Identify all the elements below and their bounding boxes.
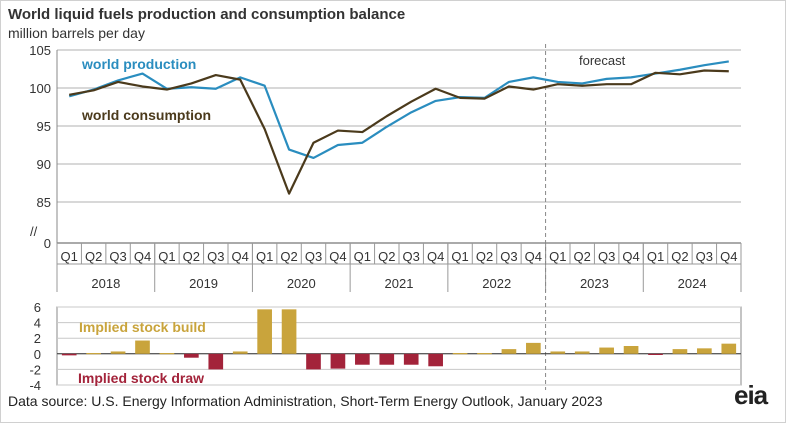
quarter-tick-label: Q1: [549, 249, 566, 264]
quarter-tick-label: Q1: [451, 249, 468, 264]
draw-bar: [648, 353, 663, 355]
draw-bar: [184, 353, 199, 358]
draw-bar: [208, 353, 224, 370]
quarter-tick-label: Q2: [574, 249, 591, 264]
quarter-tick-label: Q2: [378, 249, 395, 264]
quarter-tick-label: Q3: [598, 249, 615, 264]
y-tick-label: 105: [29, 43, 51, 58]
build-bar: [501, 349, 517, 354]
chart-title: World liquid fuels production and consum…: [8, 6, 406, 23]
draw-bar: [403, 353, 419, 365]
draw-bar: [330, 353, 346, 369]
year-label: 2024: [678, 276, 707, 291]
production-line: [68, 60, 729, 160]
consumption-line: [69, 69, 729, 195]
forecast-label: forecast: [579, 53, 626, 68]
bar-y-tick-label: -2: [29, 362, 41, 377]
balance-bars: [61, 309, 737, 370]
data-source: Data source: U.S. Energy Information Adm…: [8, 393, 603, 409]
build-bar: [281, 309, 297, 354]
series-lines: [68, 60, 729, 195]
draw-bar: [428, 353, 443, 367]
quarter-tick-label: Q3: [207, 249, 224, 264]
quarter-tick-label: Q1: [647, 249, 664, 264]
quarter-tick-label: Q2: [671, 249, 688, 264]
quarter-tick-label: Q2: [85, 249, 102, 264]
bar-y-tick-label: -4: [29, 378, 41, 393]
year-label: 2020: [287, 276, 316, 291]
build-bar: [232, 351, 248, 354]
y-tick-label: 100: [29, 81, 51, 96]
quarter-tick-label: Q4: [134, 249, 151, 264]
quarter-tick-label: Q1: [256, 249, 273, 264]
draw-bar: [306, 353, 321, 370]
chart-subtitle: million barrels per day: [8, 25, 145, 41]
build-label: Implied stock build: [79, 319, 206, 335]
year-label: 2023: [580, 276, 609, 291]
y-tick-label: 90: [37, 157, 51, 172]
build-bar: [135, 340, 150, 354]
build-bar: [159, 353, 175, 355]
build-bar: [697, 348, 712, 354]
quarter-tick-label: Q2: [280, 249, 297, 264]
quarter-tick-label: Q1: [354, 249, 371, 264]
quarter-tick-label: Q3: [696, 249, 713, 264]
quarter-tick-label: Q4: [720, 249, 737, 264]
draw-bar: [355, 353, 370, 365]
draw-bar: [379, 353, 395, 365]
production-label: world production: [81, 56, 196, 72]
quarter-tick-label: Q4: [329, 249, 346, 264]
draw-label: Implied stock draw: [78, 370, 204, 386]
bar-y-tick-label: 0: [34, 347, 41, 362]
bar-y-tick-label: 6: [34, 300, 41, 315]
build-bar: [86, 353, 101, 355]
quarter-tick-label: Q4: [525, 249, 542, 264]
quarter-tick-label: Q2: [476, 249, 493, 264]
year-label: 2019: [189, 276, 218, 291]
quarter-tick-label: Q4: [622, 249, 639, 264]
y-tick-label: 95: [37, 119, 51, 134]
quarter-tick-label: Q3: [109, 249, 126, 264]
axes: 105 100 95 90 85 0 Q1 Q2 Q3 Q4 Q1 Q2 Q3 Q4 Q1 Q2 Q3 Q4 Q1 Q…: [29, 43, 742, 393]
build-bar: [526, 342, 541, 354]
quarter-tick-label: Q1: [61, 249, 78, 264]
build-bar: [574, 351, 590, 354]
year-label: 2022: [482, 276, 511, 291]
eia-logo: eia: [734, 380, 768, 410]
build-bar: [110, 351, 126, 354]
build-bar: [623, 346, 639, 354]
build-bar: [721, 343, 737, 354]
quarter-tick-label: Q1: [158, 249, 175, 264]
quarter-tick-label: Q3: [403, 249, 420, 264]
axis-break: //: [30, 224, 38, 239]
quarter-tick-label: Q3: [500, 249, 517, 264]
build-bar: [550, 351, 566, 354]
quarter-tick-label: Q2: [183, 249, 200, 264]
build-bar: [452, 353, 468, 355]
bar-y-tick-label: 4: [34, 316, 41, 331]
bar-y-tick-label: 2: [34, 331, 41, 346]
quarter-tick-label: Q3: [305, 249, 322, 264]
labels: world production world consumption forec…: [30, 53, 626, 386]
year-label: 2021: [385, 276, 414, 291]
quarter-tick-label: Q4: [232, 249, 249, 264]
draw-bar: [61, 353, 77, 356]
y-tick-label: 85: [37, 195, 51, 210]
consumption-label: world consumption: [81, 107, 211, 123]
year-label: 2018: [91, 276, 120, 291]
build-bar: [599, 347, 614, 354]
build-bar: [477, 353, 492, 355]
y-tick-label: 0: [44, 236, 51, 251]
build-bar: [672, 349, 688, 354]
quarter-tick-label: Q4: [427, 249, 444, 264]
build-bar: [257, 309, 272, 354]
